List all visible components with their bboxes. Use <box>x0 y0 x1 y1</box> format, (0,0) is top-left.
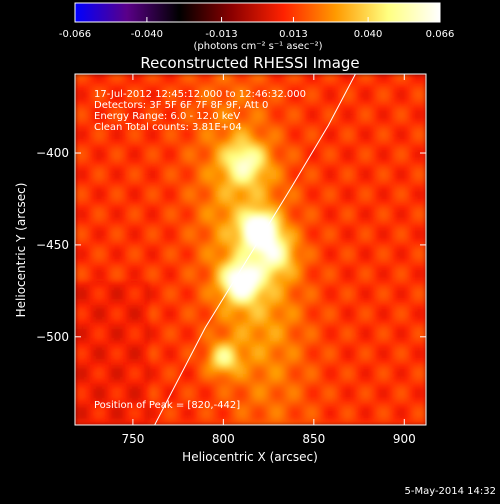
info-line: Clean Total counts: 3.81E+04 <box>94 122 242 133</box>
colorbar-tick-label: 0.066 <box>426 29 455 40</box>
colorbar-tick-label: -0.040 <box>131 29 163 40</box>
x-tick-label: 800 <box>212 432 235 446</box>
x-tick-label: 750 <box>121 432 144 446</box>
x-axis-label: Heliocentric X (arcsec) <box>182 450 318 464</box>
colorbar <box>75 3 440 22</box>
info-line: Detectors: 3F 5F 6F 7F 8F 9F, Att 0 <box>94 100 268 111</box>
colorbar-units-label: (photons cm⁻² s⁻¹ asec⁻²) <box>193 41 322 52</box>
peak-position-label: Position of Peak = [820,-442] <box>94 400 240 411</box>
info-line: Energy Range: 6.0 - 12.0 keV <box>94 111 240 122</box>
colorbar-tick-label: -0.013 <box>205 29 237 40</box>
y-tick-label: −450 <box>36 238 69 252</box>
info-line: 17-Jul-2012 12:45:12.000 to 12:46:32.000 <box>94 89 306 100</box>
y-tick-label: −400 <box>36 146 69 160</box>
chart-title: Reconstructed RHESSI Image <box>140 54 359 72</box>
colorbar-tick-label: 0.013 <box>279 29 308 40</box>
y-tick-label: −500 <box>36 330 69 344</box>
date-stamp: 5-May-2014 14:32 <box>404 486 496 497</box>
colorbar-tick-label: -0.066 <box>59 29 91 40</box>
x-tick-label: 900 <box>393 432 416 446</box>
x-tick-label: 850 <box>302 432 325 446</box>
y-axis-label: Heliocentric Y (arcsec) <box>14 183 28 318</box>
colorbar-tick-label: 0.040 <box>354 29 383 40</box>
